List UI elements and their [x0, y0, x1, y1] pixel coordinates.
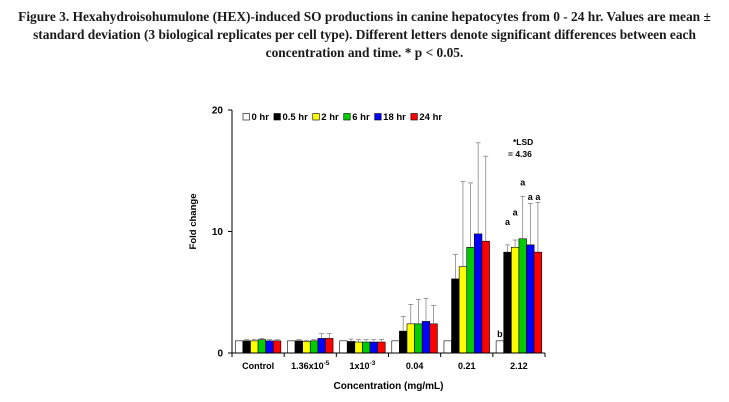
bar [317, 338, 326, 354]
legend-label: 6 hr [352, 112, 370, 123]
bar [250, 340, 259, 354]
bar [265, 340, 274, 354]
significance-letter: a [528, 192, 534, 202]
bar [339, 340, 348, 354]
bars-layer [234, 142, 543, 354]
bar [518, 238, 527, 354]
x-tick-label-base: 0.21 [458, 361, 476, 371]
significance-letter: a [505, 217, 511, 227]
x-tick-label: Control [242, 361, 274, 371]
bar [302, 341, 311, 354]
legend-swatch [374, 113, 382, 121]
legend-label: 0 hr [252, 112, 270, 123]
bar [242, 340, 251, 354]
y-axis-label: Fold change [188, 194, 199, 250]
bar [466, 246, 475, 354]
legend-swatch [312, 113, 320, 121]
legend-swatch [343, 113, 351, 121]
bar [406, 323, 415, 354]
legend-swatch [410, 113, 418, 121]
bar [294, 340, 303, 354]
significance-letter: a [535, 192, 541, 202]
bar [421, 321, 431, 354]
y-tick-label: 10 [212, 227, 224, 238]
bar [309, 340, 319, 354]
legend-swatch [273, 113, 281, 121]
figure-caption: Figure 3. Hexahydroisohumulone (HEX)-ind… [18, 9, 711, 60]
x-tick-label: 1x10-3 [350, 360, 376, 371]
legend-label: 0.5 hr [282, 112, 308, 123]
x-tick-label: 2.12 [510, 361, 528, 371]
legend: 0 hr 0.5 hr 2 hr 6 hr 18 hr 24 hr [242, 112, 442, 123]
x-tick-label-base: 0.04 [406, 361, 424, 371]
bar [451, 278, 460, 354]
bar [495, 340, 505, 354]
x-tick-label-base: 1x10 [350, 361, 370, 371]
bar [511, 246, 520, 354]
bar [391, 340, 400, 354]
bar [458, 266, 468, 354]
bar [533, 251, 543, 354]
bar [443, 340, 452, 354]
bar [325, 338, 334, 354]
y-tick-label: 20 [212, 106, 224, 117]
x-tick-label-exponent: -3 [370, 360, 376, 367]
significance-letter: a [520, 177, 526, 187]
bar [399, 330, 408, 354]
bar [257, 339, 266, 354]
bar [429, 323, 438, 354]
lsd-annotation-line2: = 4.36 [508, 149, 532, 159]
bar [362, 341, 371, 354]
x-axis-label: Concentration (mg/mL) [334, 381, 444, 392]
bar [503, 251, 512, 354]
x-tick-label-base: 2.12 [510, 361, 528, 371]
bar [414, 323, 423, 354]
x-tick-label-exponent: -5 [324, 360, 330, 367]
x-tick-label: 1.36x10-5 [291, 360, 330, 371]
bar [474, 233, 483, 354]
legend-label: 2 hr [321, 112, 339, 123]
lsd-annotation-line1: *LSD [513, 137, 533, 147]
bar [272, 340, 282, 354]
significance-letter: b [497, 329, 503, 339]
x-tick-label-base: Control [242, 361, 274, 371]
legend-label: 18 hr [383, 112, 406, 123]
y-tick-label: 0 [217, 349, 223, 360]
legend-label: 24 hr [419, 112, 442, 123]
bar [481, 240, 490, 354]
bar [354, 341, 363, 354]
x-tick-label: 0.04 [406, 361, 424, 371]
bar [346, 341, 356, 354]
bar [369, 341, 378, 354]
axes-layer: 0 10 20 Control 1.36x10-5 1x10-3 0.04 0.21 2.12 C… [188, 106, 546, 392]
bar [377, 341, 386, 354]
bar [526, 244, 535, 354]
significance-letter: a [513, 208, 519, 218]
x-tick-label: 0.21 [458, 361, 476, 371]
x-tick-label-base: 1.36x10 [291, 361, 324, 371]
bar [234, 340, 244, 354]
bar [287, 340, 296, 354]
legend-swatch [242, 113, 250, 121]
